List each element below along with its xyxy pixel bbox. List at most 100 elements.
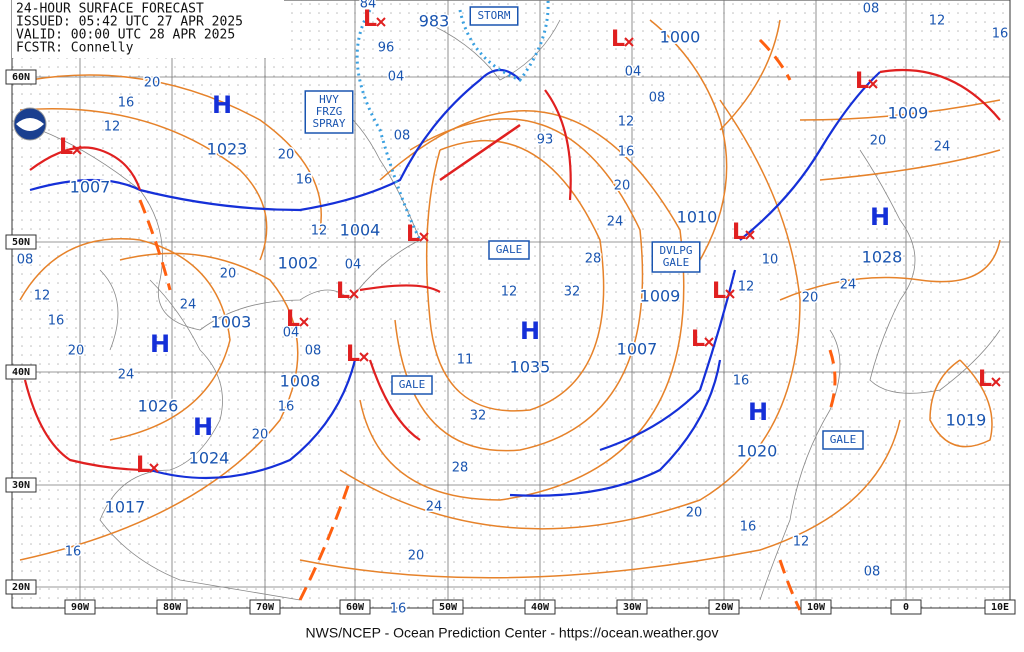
lat-label: 30N [12,480,30,491]
low-x [419,232,429,242]
isobar-label: 24 [607,215,624,230]
isobar-label: 16 [390,602,407,617]
isobar-label: 20 [220,267,237,282]
isobar-label: 93 [537,133,554,148]
warning-text: GALE [496,243,523,256]
lon-label: 90W [71,602,90,613]
header-box [12,0,284,58]
low-symbol: L [336,279,350,304]
isobar-label: 16 [992,27,1009,42]
low-symbol: L [732,220,746,245]
lon-label: 10W [807,602,826,613]
isobar-label: 12 [34,289,51,304]
low-symbol: L [712,279,726,304]
warning-box [822,430,864,450]
warning-box [488,240,530,260]
lon-label-box [64,599,96,615]
warning-text: GALE [663,256,690,269]
isobar-label: 28 [585,252,602,267]
lat-label-box [5,477,37,493]
warning-box [304,90,354,134]
isobar-label: 12 [311,224,328,239]
footer: NWS/NCEP - Ocean Prediction Center - htt… [306,625,719,641]
low-pressure: 1019 [946,411,987,430]
lat-label: 20N [12,582,30,593]
warning-box [651,241,701,273]
lat-label: 60N [12,72,30,83]
low-pressure: 1009 [888,104,929,123]
isobar-label: 16 [118,96,135,111]
lon-label-box [524,599,556,615]
low-symbol: L [691,327,705,352]
low-x [299,317,309,327]
high-pressure: 1026 [138,397,179,416]
low-pressure: 1007 [70,178,111,197]
lon-label: 40W [531,602,550,613]
low-symbol: L [59,135,73,160]
warning-text: SPRAY [312,117,345,130]
isobar-label: 12 [793,535,810,550]
isobar-label: 16 [65,545,82,560]
lon-label-box [800,599,832,615]
isobar-label: 20 [408,549,425,564]
lon-label: 70W [256,602,275,613]
high-symbol: H [212,91,232,119]
isobar-label: 20 [278,148,295,163]
isobar-label: 16 [48,314,65,329]
isobar-label: 20 [870,134,887,149]
isobar-label: 32 [470,409,487,424]
low-x [376,17,386,27]
isobar-label: 08 [864,565,881,580]
lat-label-box [5,234,37,250]
isobar-label: 04 [625,65,642,80]
low-symbol: L [346,342,360,367]
isobar-label: 12 [929,14,946,29]
lon-label-box [339,599,371,615]
fronts [23,0,1001,611]
low-x [149,463,159,473]
low-pressure: 1007 [617,340,658,359]
high-symbol: H [150,330,170,358]
low-symbol: L [611,27,625,52]
low-x [704,337,714,347]
warning-text: HVY [319,93,339,106]
low-symbol: L [286,307,300,332]
header-line: 24-HOUR SURFACE FORECAST [16,2,204,17]
header-line: ISSUED: 05:42 UTC 27 APR 2025 [16,15,243,30]
warning-text: STORM [477,9,510,22]
isobar-label: 08 [649,91,666,106]
high-pressure: 1035 [510,358,551,377]
isobar-label: 28 [452,461,469,476]
low-x [624,37,634,47]
isobar-label: 04 [388,70,405,85]
header-line: FCSTR: Connelly [16,41,134,56]
low-pressure: 1010 [677,208,718,227]
warning-box [469,6,519,26]
isobar-label: 12 [618,115,635,130]
isobar-label: 08 [17,253,34,268]
isobar-label: 16 [733,374,750,389]
low-pressure: 1017 [105,498,146,517]
lat-label-box [5,364,37,380]
low-pressure: 1003 [211,313,252,332]
isobar-label: 20 [252,428,269,443]
isobar-label: 12 [501,285,518,300]
isobar-label: 12 [104,120,121,135]
lon-label: 0 [903,602,909,613]
high-symbol: H [748,398,768,426]
lon-label-box [156,599,188,615]
lon-label: 60W [346,602,365,613]
isobar-label: 08 [394,129,411,144]
warning-box [391,375,433,395]
isobar-label: 24 [934,140,951,155]
isobar-label: 16 [618,145,635,160]
low-x [725,289,735,299]
high-pressure: 1023 [207,140,248,159]
isobar-label: 08 [305,344,322,359]
high-pressure: 1028 [862,248,903,267]
low-x [359,352,369,362]
high-pressure: 1024 [189,449,230,468]
lat-label: 50N [12,237,30,248]
